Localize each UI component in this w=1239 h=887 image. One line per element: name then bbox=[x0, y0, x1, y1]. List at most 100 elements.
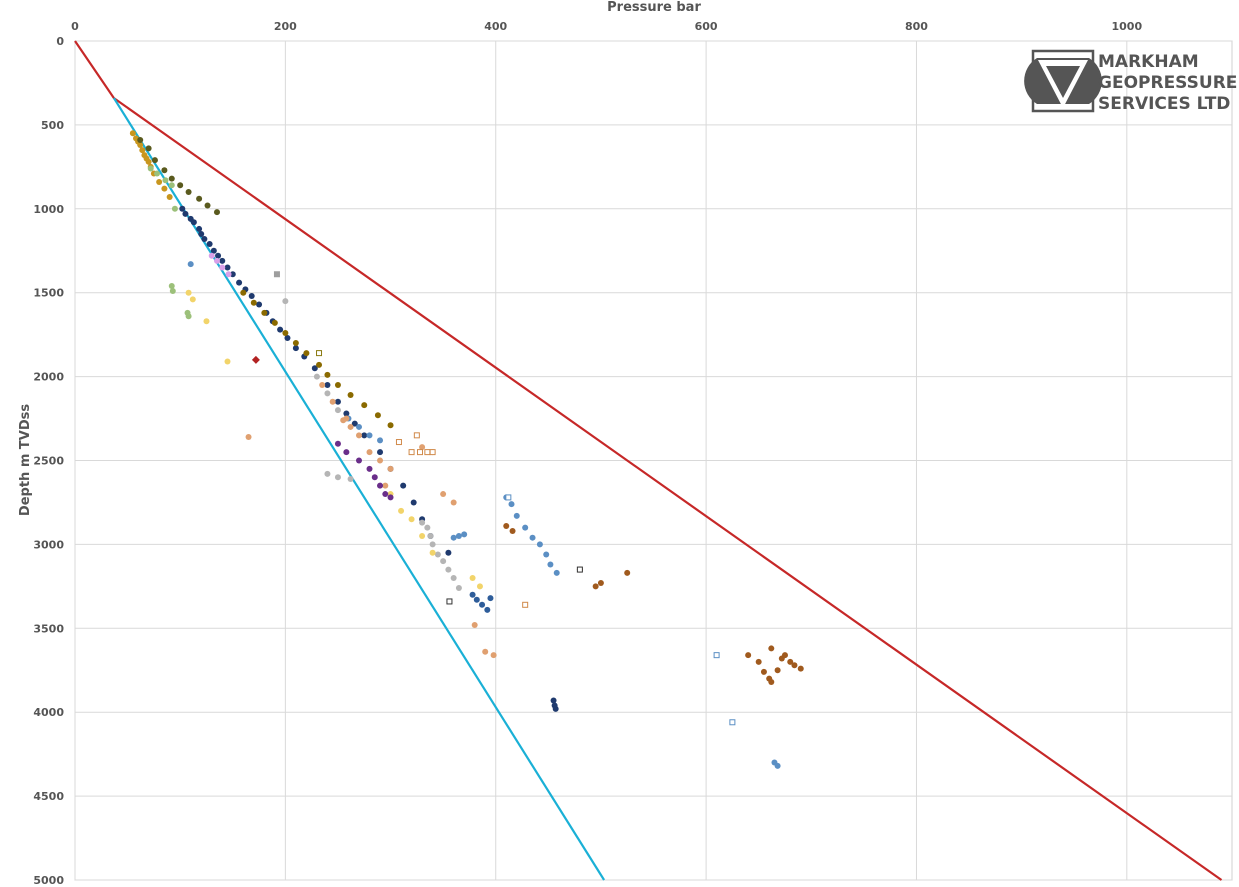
data-point bbox=[313, 373, 320, 380]
data-point bbox=[450, 574, 457, 581]
y-tick-label: 4500 bbox=[33, 790, 64, 803]
data-point bbox=[429, 449, 436, 456]
data-point bbox=[208, 252, 215, 259]
data-point bbox=[351, 420, 358, 427]
data-point bbox=[552, 705, 559, 712]
data-point bbox=[450, 534, 457, 541]
data-point bbox=[334, 440, 341, 447]
data-point bbox=[347, 475, 354, 482]
data-point bbox=[334, 407, 341, 414]
x-tick-label: 800 bbox=[905, 20, 928, 33]
data-point bbox=[210, 247, 217, 254]
data-point bbox=[256, 301, 263, 308]
data-point bbox=[343, 410, 350, 417]
data-point bbox=[424, 449, 431, 456]
data-point bbox=[446, 598, 453, 605]
data-point bbox=[347, 423, 354, 430]
data-point bbox=[377, 437, 384, 444]
data-point bbox=[201, 236, 208, 243]
data-point bbox=[781, 652, 788, 659]
data-point bbox=[508, 501, 515, 508]
data-point bbox=[768, 645, 775, 652]
data-point bbox=[482, 648, 489, 655]
data-point bbox=[137, 142, 144, 149]
data-point bbox=[366, 449, 373, 456]
data-point bbox=[225, 271, 232, 278]
data-point bbox=[469, 591, 476, 598]
data-point bbox=[189, 296, 196, 303]
data-point bbox=[284, 335, 291, 342]
data-point bbox=[185, 289, 192, 296]
data-point bbox=[371, 474, 378, 481]
data-point bbox=[229, 271, 236, 278]
data-point bbox=[215, 252, 222, 259]
data-point bbox=[206, 241, 213, 248]
data-point bbox=[473, 596, 480, 603]
data-point bbox=[543, 551, 550, 558]
data-point bbox=[576, 566, 583, 573]
data-point bbox=[387, 422, 394, 429]
y-tick-label: 2000 bbox=[33, 371, 64, 384]
data-point bbox=[395, 439, 402, 446]
y-tick-label: 3000 bbox=[33, 538, 64, 551]
data-point bbox=[273, 271, 280, 278]
data-point bbox=[597, 579, 604, 586]
data-point bbox=[213, 209, 220, 216]
data-point bbox=[171, 205, 178, 212]
data-point bbox=[445, 566, 452, 573]
data-point bbox=[248, 293, 255, 300]
data-point bbox=[529, 534, 536, 541]
data-point bbox=[169, 288, 176, 295]
data-point bbox=[343, 449, 350, 456]
data-point bbox=[768, 678, 775, 685]
data-point bbox=[490, 652, 497, 659]
x-axis-title: Pressure bar bbox=[607, 0, 701, 15]
data-point bbox=[624, 569, 631, 576]
data-point bbox=[760, 668, 767, 675]
data-point bbox=[476, 583, 483, 590]
data-point bbox=[377, 482, 384, 489]
data-point bbox=[445, 549, 452, 556]
y-tick-label: 0 bbox=[56, 35, 64, 48]
grid bbox=[74, 40, 1233, 881]
y-tick-label: 5000 bbox=[33, 874, 64, 887]
x-tick-label: 600 bbox=[695, 20, 718, 33]
data-point bbox=[161, 185, 168, 192]
data-point bbox=[261, 309, 268, 316]
data-point bbox=[162, 177, 169, 184]
data-point bbox=[316, 361, 323, 368]
data-point bbox=[382, 482, 389, 489]
data-point bbox=[374, 412, 381, 419]
data-point bbox=[179, 205, 186, 212]
data-point bbox=[177, 182, 184, 189]
data-point bbox=[787, 658, 794, 665]
data-point bbox=[292, 345, 299, 352]
data-point bbox=[455, 585, 462, 592]
data-point bbox=[522, 524, 529, 531]
data-point bbox=[168, 175, 175, 182]
data-point bbox=[334, 398, 341, 405]
data-point bbox=[484, 606, 491, 613]
data-point bbox=[503, 522, 510, 529]
data-point bbox=[282, 329, 289, 336]
data-point bbox=[416, 449, 423, 456]
data-point bbox=[190, 219, 197, 226]
data-point bbox=[250, 299, 257, 306]
data-point bbox=[129, 130, 136, 137]
y-tick-label: 500 bbox=[41, 119, 64, 132]
data-point bbox=[419, 519, 426, 526]
data-point bbox=[334, 474, 341, 481]
data-point bbox=[377, 457, 384, 464]
data-point bbox=[469, 574, 476, 581]
data-point bbox=[536, 541, 543, 548]
data-point bbox=[196, 195, 203, 202]
data-point bbox=[219, 264, 226, 271]
data-point bbox=[151, 157, 158, 164]
data-point bbox=[361, 402, 368, 409]
data-point bbox=[204, 202, 211, 209]
data-point bbox=[471, 621, 478, 628]
data-point bbox=[137, 137, 144, 144]
y-tick-label: 4000 bbox=[33, 706, 64, 719]
data-point bbox=[168, 182, 175, 189]
